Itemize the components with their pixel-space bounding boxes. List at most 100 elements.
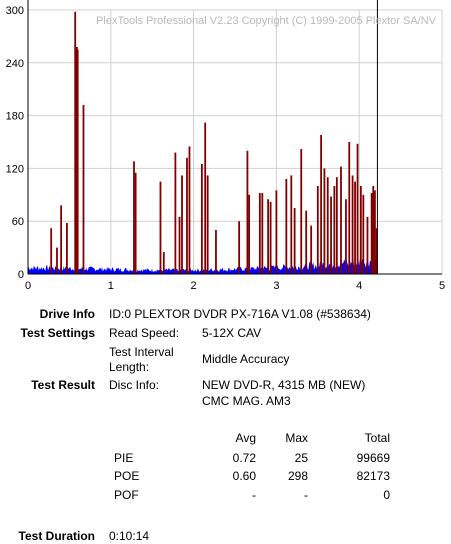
blue-series-area <box>28 253 378 274</box>
test-duration-value: 0:10:14 <box>109 529 150 543</box>
red-spike <box>215 230 217 274</box>
header-avg: Avg <box>235 431 256 445</box>
row-pof-total: 0 <box>383 488 390 502</box>
red-spike <box>174 152 177 274</box>
disc-info-line2: CMC MAG. AM3 <box>202 394 291 408</box>
interval-label-line2: Length: <box>109 360 150 374</box>
row-pof-max: - <box>304 488 308 502</box>
red-spike <box>345 199 347 274</box>
red-spike <box>204 122 207 274</box>
test-duration-label: Test Duration <box>18 529 95 543</box>
red-spike <box>60 205 63 274</box>
blue-series <box>28 253 378 274</box>
red-spike <box>188 146 191 274</box>
red-spike <box>134 172 137 274</box>
x-tick-label: 4 <box>356 280 362 292</box>
red-spike <box>159 181 162 274</box>
red-spike <box>206 175 209 274</box>
x-tick-label: 0 <box>25 280 31 292</box>
drive-info-label: Drive Info <box>39 307 95 321</box>
red-spike <box>290 175 293 274</box>
red-spike <box>300 149 303 274</box>
red-spike <box>340 166 342 274</box>
y-tick-label: 60 <box>12 216 24 228</box>
read-speed-value: 5-12X CAV <box>202 326 262 340</box>
y-tick-label: 0 <box>18 269 24 281</box>
red-spike <box>374 190 376 274</box>
x-tick-label: 3 <box>273 280 279 292</box>
y-tick-label: 240 <box>6 58 24 70</box>
red-spike <box>362 194 365 274</box>
red-spike <box>56 247 58 274</box>
row-poe-name: POE <box>114 469 140 483</box>
row-pie-name: PIE <box>114 451 134 465</box>
red-spike <box>82 105 85 274</box>
read-speed-label: Read Speed: <box>109 326 180 340</box>
y-tick-label: 300 <box>6 5 24 17</box>
pi-scan-chart: 0 60 120 180 240 300 0 1 2 3 4 5 PlexTools Professi… <box>6 0 445 292</box>
x-tick-label: 2 <box>191 280 197 292</box>
row-poe-max: 298 <box>287 469 308 483</box>
disc-info-label: Disc Info: <box>109 378 160 392</box>
header-total: Total <box>364 431 390 445</box>
interval-value: Middle Accuracy <box>202 352 290 366</box>
red-spike <box>162 252 165 274</box>
red-spike <box>261 193 264 274</box>
red-spike <box>326 177 329 274</box>
red-spike <box>181 175 183 274</box>
red-spike <box>375 228 378 274</box>
red-spike <box>178 216 181 274</box>
red-spike <box>372 186 375 274</box>
red-spike <box>258 193 261 274</box>
red-spike <box>269 201 272 274</box>
red-spike <box>335 177 338 274</box>
red-spike <box>348 142 351 274</box>
y-tick-label: 120 <box>6 163 24 175</box>
red-spike <box>50 228 53 274</box>
red-spike <box>248 194 250 274</box>
red-spike <box>310 225 313 274</box>
chart-watermark: PlexTools Professional V2.23 Copyright (… <box>96 15 437 27</box>
red-spike <box>76 49 79 274</box>
drive-info-value: ID:0 PLEXTOR DVDR PX-716A V1.08 (#538634… <box>109 307 371 321</box>
red-spike <box>238 221 241 274</box>
x-tick-label: 5 <box>439 280 445 292</box>
red-spike <box>333 186 336 274</box>
red-spike <box>366 216 369 274</box>
interval-label-line1: Test Interval <box>109 345 174 359</box>
red-spike <box>285 178 288 274</box>
row-pie-total: 99669 <box>356 451 390 465</box>
row-pof-name: POF <box>114 488 139 502</box>
red-spike <box>354 181 356 274</box>
row-pie-max: 25 <box>294 451 308 465</box>
row-poe-avg: 0.60 <box>232 469 256 483</box>
test-settings-label: Test Settings <box>20 326 95 340</box>
red-spike <box>305 210 308 274</box>
x-tick-label: 1 <box>108 280 114 292</box>
header-max: Max <box>285 431 308 445</box>
red-spike <box>330 196 332 274</box>
row-poe-total: 82173 <box>356 469 390 483</box>
red-spike <box>323 168 326 274</box>
red-spike <box>74 11 77 274</box>
row-pie-avg: 0.72 <box>232 451 256 465</box>
red-spike <box>320 134 323 274</box>
disc-info-line1: NEW DVD-R, 4315 MB (NEW) <box>202 378 366 392</box>
red-spike <box>186 157 188 274</box>
red-spike <box>267 199 270 274</box>
test-result-label: Test Result <box>31 378 95 392</box>
red-spike <box>316 186 319 274</box>
red-series <box>50 11 378 275</box>
chart-axes: 0 60 120 180 240 300 0 1 2 3 4 5 <box>6 0 445 292</box>
y-tick-label: 180 <box>6 111 24 123</box>
red-spike <box>66 222 68 274</box>
red-spike <box>133 161 135 274</box>
red-spike <box>246 150 249 274</box>
red-spike <box>359 186 362 274</box>
red-spike <box>351 175 354 274</box>
red-spike <box>293 208 296 274</box>
row-pof-avg: - <box>252 488 256 502</box>
chart-grid <box>28 9 443 274</box>
red-spike <box>370 193 373 274</box>
red-spike <box>356 143 359 274</box>
